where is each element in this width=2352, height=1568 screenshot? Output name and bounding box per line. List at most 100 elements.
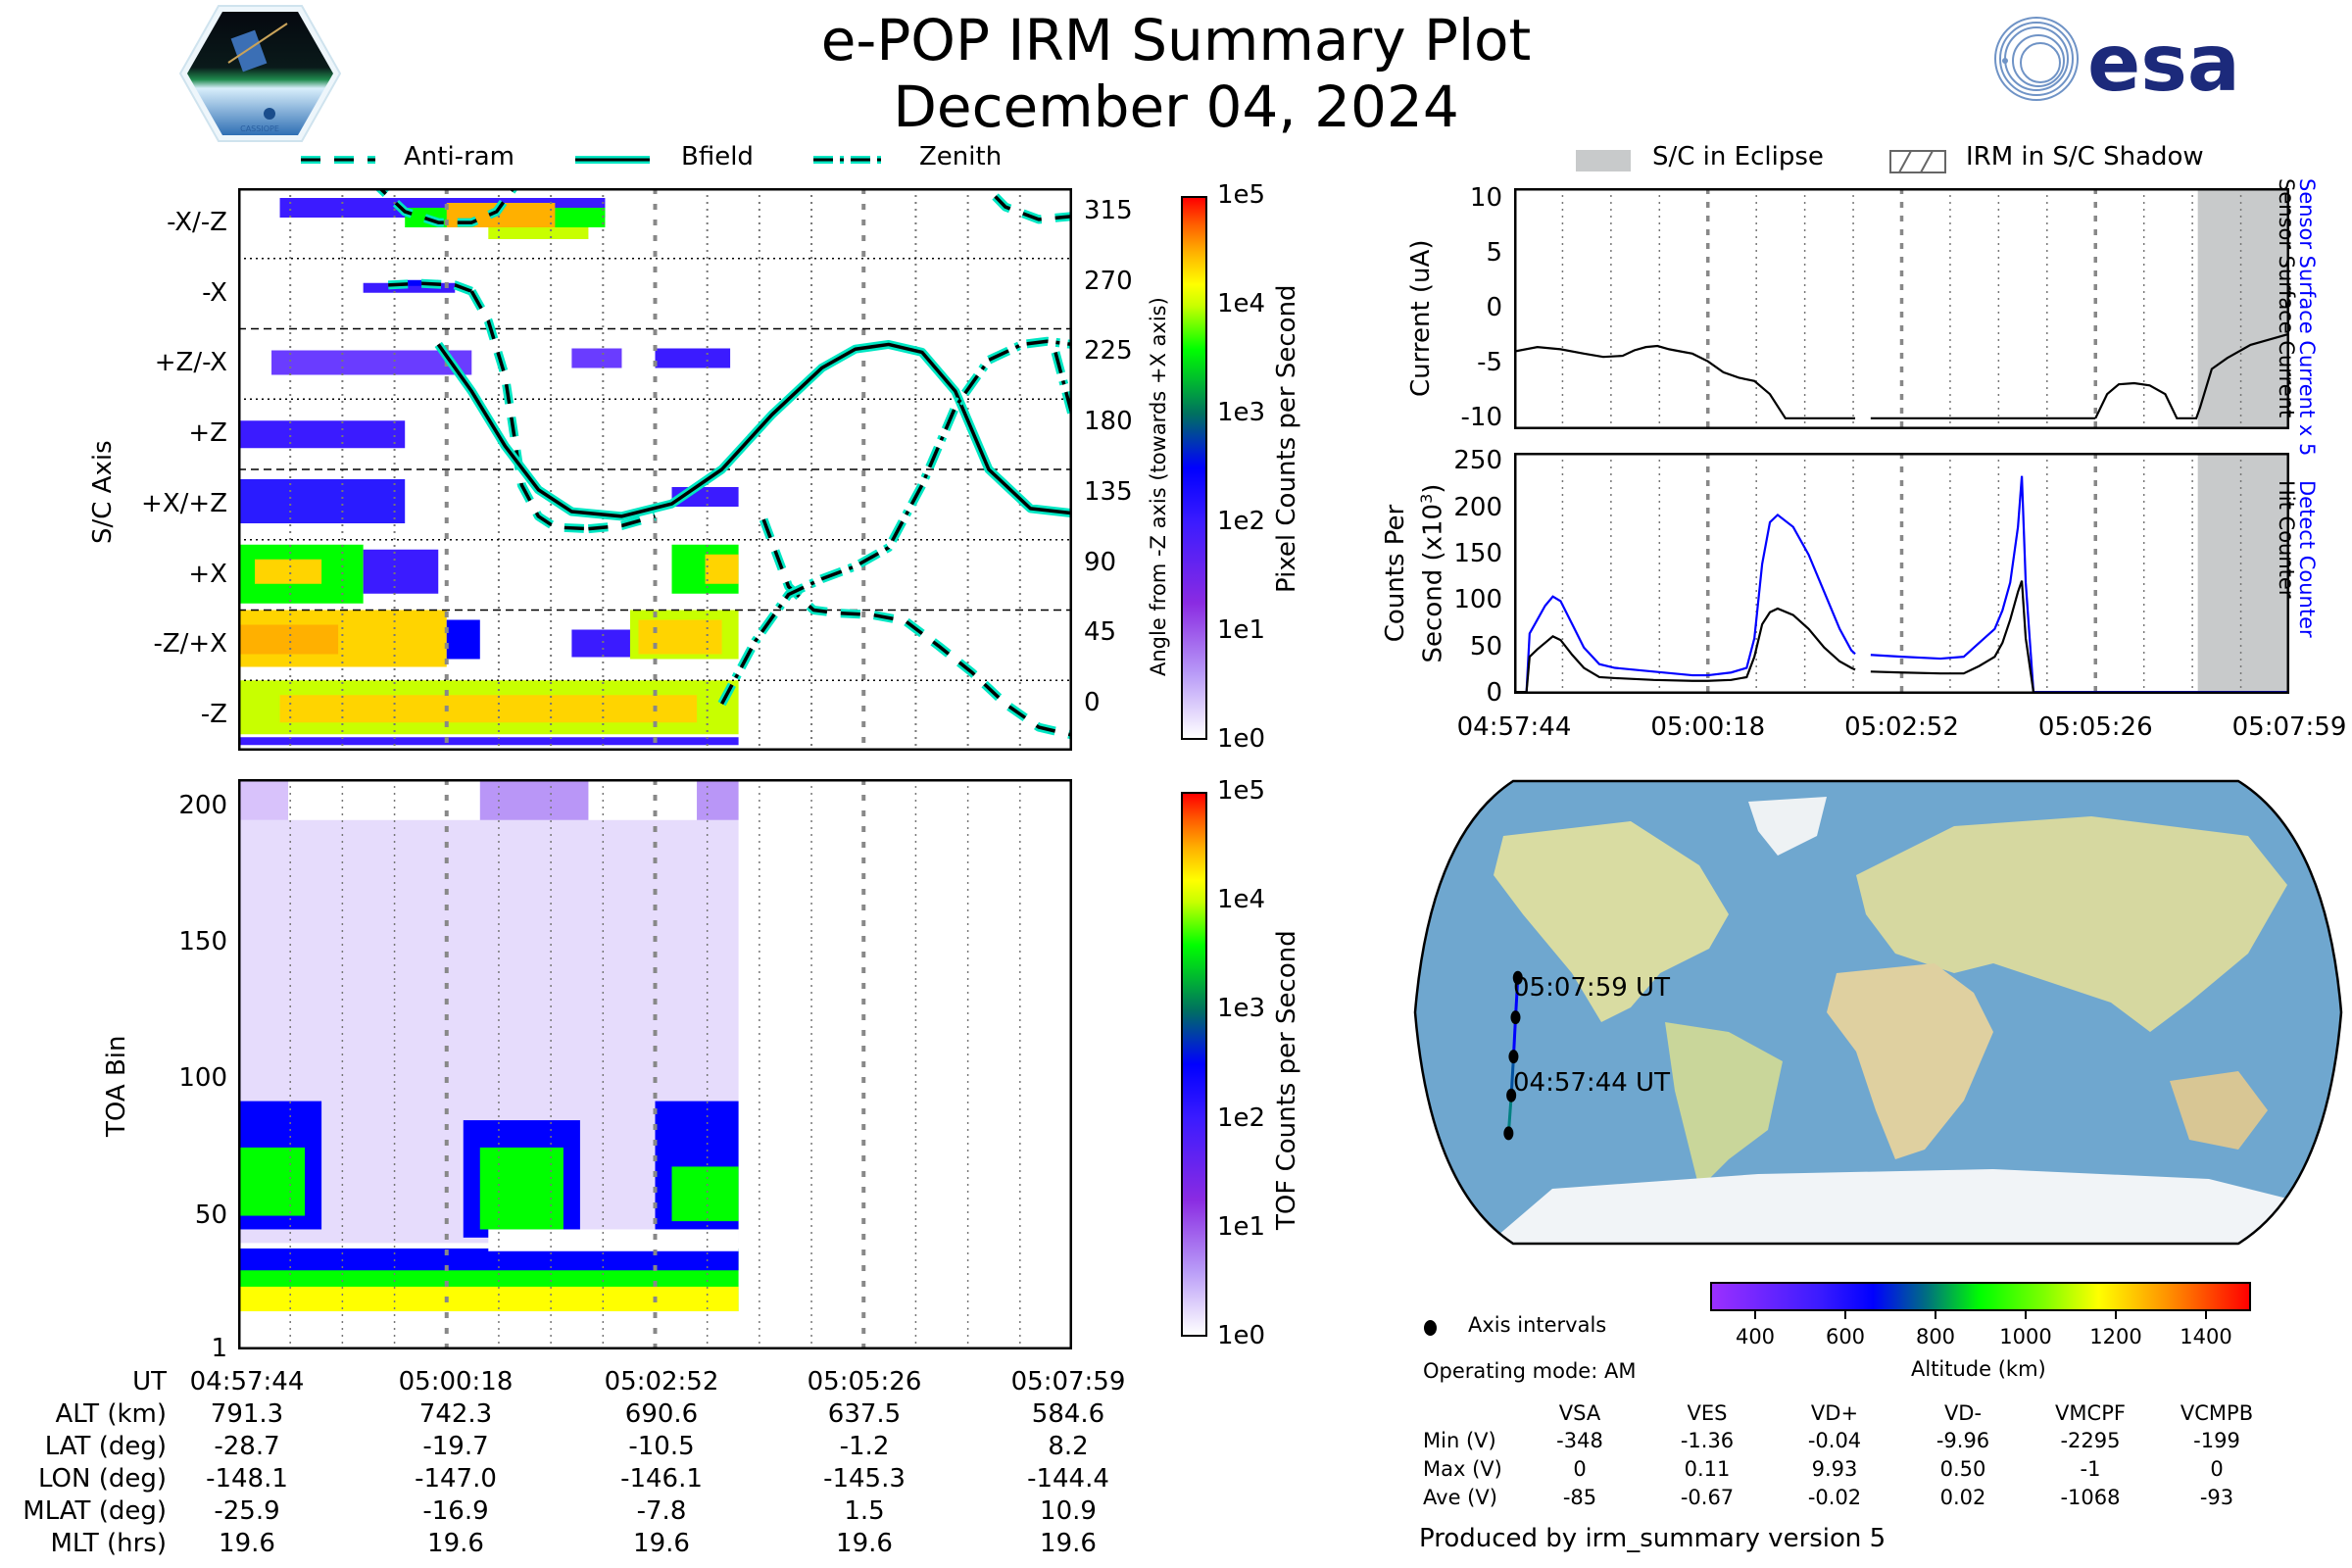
counts-right-label-blue: Detect Counter [2295, 480, 2319, 638]
heat-band [238, 779, 289, 820]
ytick-label: +X [188, 559, 227, 589]
altitude-tick-mark [2205, 1311, 2207, 1319]
altitude-tick-mark [1935, 1311, 1936, 1319]
y2tick-label: 90 [1084, 547, 1117, 577]
heat-band [638, 619, 722, 655]
axis-interval-point [1510, 1010, 1521, 1025]
tof-colorbar [1181, 792, 1207, 1337]
altitude-tick-mark [1844, 1311, 1846, 1319]
colorbar-tick-label: 1e2 [1217, 1102, 1266, 1133]
altitude-tick-label: 1400 [2180, 1325, 2232, 1348]
current-ylabel: Current (uA) [1406, 239, 1436, 397]
ytick-label: +X/+Z [141, 488, 227, 518]
ephemeris-cell: -28.7 [214, 1432, 280, 1461]
continent-south-america [1665, 1022, 1783, 1189]
ytick-label: 150 [1453, 539, 1502, 569]
ephemeris-row-label: ALT (km) [55, 1399, 167, 1429]
plot-title: e-POP IRM Summary Plot [820, 7, 1532, 74]
current-right-label-black: Sensor Surface Current [2275, 178, 2298, 418]
ephemeris-cell: 690.6 [624, 1399, 699, 1429]
pixel-colorbar [1181, 196, 1207, 740]
curve-anti-ram [377, 188, 515, 224]
voltage-header: VD- [1943, 1401, 1983, 1425]
y2tick-label: 180 [1084, 407, 1133, 437]
altitude-tick-label: 1000 [1999, 1325, 2052, 1348]
legend-anti-ram-swatch [301, 156, 375, 164]
xtick-label: 05:07:59 [2231, 712, 2347, 742]
heat-band [238, 1147, 306, 1216]
legend-eclipse-label: S/C in Eclipse [1652, 142, 1824, 172]
ephemeris-cell: 19.6 [219, 1529, 275, 1558]
legend-shadow-swatch [1889, 150, 1946, 173]
colorbar-tick-label: 1e5 [1217, 180, 1266, 210]
voltage-cell: 0 [2210, 1457, 2224, 1481]
colorbar-tick-label: 1e0 [1217, 724, 1266, 754]
series-sensor-surface-current [2094, 332, 2289, 419]
voltage-header: VD+ [1810, 1401, 1859, 1425]
counts-panel [1514, 453, 2289, 694]
ytick-label: 1 [211, 1334, 227, 1363]
sc-axis-panel [238, 188, 1072, 751]
esa-logo: esa [1989, 12, 2274, 109]
operating-mode: Operating mode: AM [1423, 1359, 1637, 1383]
panel-frame [1514, 453, 2289, 694]
voltage-cell: -1 [2080, 1457, 2101, 1481]
counts-ylabel-line1: Counts Per [1381, 504, 1410, 643]
ephemeris-cell: 584.6 [1031, 1399, 1105, 1429]
xtick-label: 04:57:44 [1456, 712, 1572, 742]
heat-band [363, 549, 439, 594]
legend-zenith-swatch [813, 156, 888, 164]
voltage-cell: -0.67 [1680, 1486, 1735, 1509]
y2tick-label: 45 [1084, 617, 1117, 648]
panel-frame [238, 188, 1072, 751]
voltage-header: VES [1687, 1401, 1728, 1425]
ephemeris-cell: 791.3 [210, 1399, 284, 1429]
ephemeris-cell: 05:07:59 [1010, 1367, 1126, 1396]
ytick-label: 150 [178, 927, 227, 957]
ephemeris-cell: 1.5 [844, 1496, 885, 1526]
orbit-track [1503, 970, 1523, 1141]
legend-bfield-label: Bfield [681, 142, 754, 172]
axis-interval-point [1503, 1126, 1514, 1141]
altitude-tick-label: 1200 [2089, 1325, 2142, 1348]
ytick-label: 50 [1469, 631, 1502, 662]
ephemeris-row-label: LON (deg) [37, 1464, 167, 1494]
altitude-tick-mark [2025, 1311, 2027, 1319]
heat-band [238, 1286, 739, 1312]
legend-anti-ram-label: Anti-ram [404, 142, 515, 172]
panel-frame [238, 779, 1072, 1349]
heat-band [238, 479, 406, 523]
voltage-cell: -85 [1562, 1486, 1597, 1509]
ytick-label: 10 [1469, 183, 1502, 214]
voltage-cell: 0.02 [1939, 1486, 1986, 1509]
ephemeris-row-label: LAT (deg) [44, 1432, 167, 1461]
sc-axis-ylabel: S/C Axis [88, 440, 118, 544]
ephemeris-cell: -25.9 [214, 1496, 280, 1526]
voltage-row-label: Max (V) [1423, 1457, 1502, 1481]
series-detect-counter [1870, 475, 2035, 693]
y2tick-label: 315 [1084, 195, 1133, 225]
ephemeris-cell: -19.7 [422, 1432, 489, 1461]
heat-band [279, 695, 698, 723]
current-panel [1514, 188, 2289, 429]
voltage-cell: -9.96 [1936, 1429, 1990, 1452]
axis-intervals-label: Axis intervals [1468, 1313, 1607, 1337]
heat-band [238, 624, 339, 655]
ytick-label: 50 [194, 1200, 227, 1230]
orbit-start-label: 04:57:44 UT [1513, 1068, 1670, 1098]
ephemeris-cell: 19.6 [1040, 1529, 1097, 1558]
xtick-label: 05:00:18 [1650, 712, 1766, 742]
colorbar-tick-label: 1e3 [1217, 398, 1266, 427]
axis-interval-point [1508, 1050, 1519, 1064]
ytick-label: 250 [1453, 446, 1502, 476]
plot-date: December 04, 2024 [893, 74, 1459, 140]
continent-north-america [1494, 821, 1729, 1022]
heat-band [571, 348, 622, 368]
ephemeris-cell: -146.1 [620, 1464, 703, 1494]
voltage-cell: -1.36 [1680, 1429, 1735, 1452]
voltage-cell: -93 [2199, 1486, 2234, 1509]
legend-left: Anti-ram Bfield Zenith [294, 142, 1078, 177]
voltage-row-label: Min (V) [1423, 1429, 1496, 1452]
curve-anti-ram [984, 188, 1072, 221]
series-detect-counter [1514, 513, 1856, 694]
